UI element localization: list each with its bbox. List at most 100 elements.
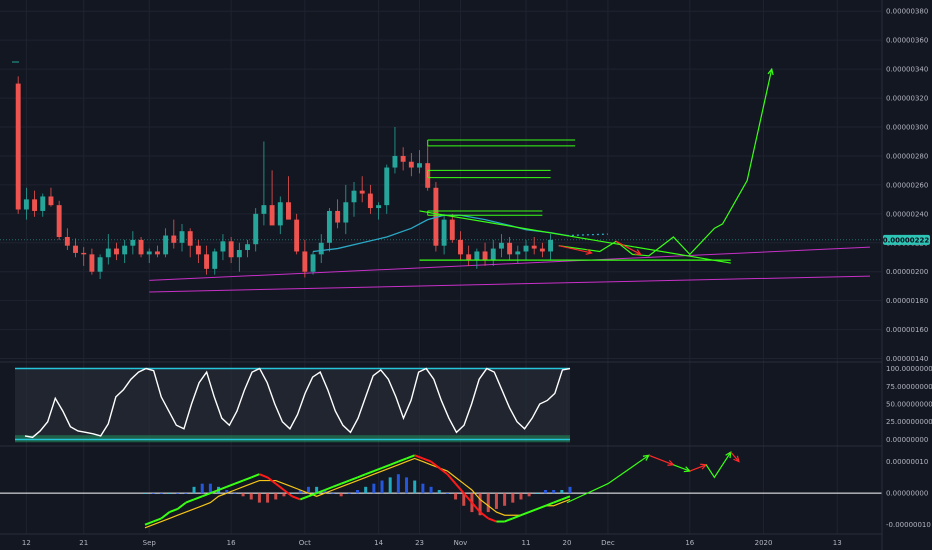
candle-body (466, 254, 472, 261)
macd-histogram-bar (192, 486, 196, 494)
macd-tick-label: -0.00000010 (886, 521, 931, 529)
candle-body (376, 205, 382, 209)
candle-body (130, 239, 136, 246)
macd-histogram-bar (527, 493, 531, 497)
macd-line-segment (242, 476, 252, 482)
candle-body (64, 236, 70, 246)
macd-line-segment (144, 520, 154, 526)
candle-body (195, 245, 201, 255)
macd-projection-green (705, 451, 732, 479)
price-tick-label: 0.00000260 (886, 181, 928, 189)
macd-line-segment (479, 511, 489, 520)
price-tick-label: 0.00000280 (886, 152, 928, 160)
macd-histogram-bar (445, 493, 449, 494)
macd-tick-label: 0.00000010 (886, 458, 928, 466)
macd-line-segment (210, 489, 219, 495)
axis-layer: 0.00000380 0.00000360 0.00000340 0.00000320… (22, 8, 932, 547)
macd-histogram-bar (454, 493, 458, 500)
time-tick-label: Sep (143, 539, 157, 547)
candle-body (449, 219, 455, 240)
macd-histogram-bar (249, 493, 253, 500)
macd-histogram-bar (503, 493, 507, 506)
macd-line-segment (406, 454, 416, 460)
candle-body (343, 202, 349, 223)
macd-line-segment (398, 457, 407, 463)
time-tick-label: 20 (562, 539, 571, 547)
macd-histogram-bar (552, 490, 556, 494)
macd-histogram-bar (560, 490, 564, 494)
macd-line-segment (553, 498, 563, 504)
macd-histogram-bar (233, 493, 237, 494)
macd-line-segment (373, 466, 383, 473)
candle-body (498, 242, 504, 249)
macd-line-segment (422, 457, 432, 463)
candle-body (539, 248, 545, 252)
candle-body (212, 251, 218, 269)
candle-body (122, 245, 128, 255)
macd-histogram-bar (208, 483, 212, 494)
macd-histogram-bar (257, 493, 261, 503)
macd-histogram-bar (200, 483, 204, 494)
macd-line-segment (185, 498, 195, 504)
candle-body (48, 196, 54, 206)
last-price-badge-bg (883, 234, 930, 245)
projection-arrow-red (558, 245, 592, 254)
macd-histogram-bar (478, 493, 482, 516)
candle-body (146, 251, 152, 255)
candle-body (269, 205, 275, 226)
macd-projection-red-head (733, 455, 740, 463)
stochastic-tick-label: 75.00000000 (886, 383, 932, 391)
candle-body (515, 251, 521, 255)
projection-arrow-red-head (585, 248, 593, 255)
macd-histogram-bar (168, 493, 172, 494)
price-tick-label: 0.00000360 (886, 37, 928, 45)
macd-line-segment (487, 517, 497, 523)
candle-body (392, 155, 398, 168)
macd-panel (0, 450, 882, 529)
candle-body (474, 251, 480, 261)
macd-histogram-bar (323, 490, 327, 494)
time-tick-label: 16 (685, 539, 694, 547)
candle-body (228, 241, 234, 258)
time-tick-label: Dec (601, 539, 615, 547)
macd-line-segment (381, 463, 391, 469)
macd-histogram-bar (347, 493, 351, 494)
time-tick-label: 23 (415, 539, 424, 547)
macd-line-segment (520, 511, 530, 517)
candle-body (245, 244, 250, 251)
macd-line-segment (218, 485, 228, 491)
candle-body (277, 202, 283, 226)
macd-histogram-bar (143, 493, 147, 494)
macd-line-segment (348, 476, 358, 482)
macd-histogram-bar (356, 490, 359, 494)
candle-body (367, 193, 373, 209)
candle-body (105, 248, 111, 258)
candle-body (433, 187, 439, 246)
macd-line-segment (283, 489, 293, 498)
candle-body (335, 210, 341, 223)
macd-histogram-bar (184, 493, 188, 494)
candle-body (490, 248, 496, 261)
candle-body (417, 163, 422, 168)
time-tick-label: 13 (833, 539, 842, 547)
projection-arrow-green (558, 68, 773, 257)
candle-body (97, 257, 103, 272)
macd-line-segment (504, 517, 514, 523)
macd-histogram-bar (266, 493, 270, 503)
macd-histogram-bar (176, 493, 180, 494)
macd-line-segment (438, 467, 449, 476)
macd-line-segment (561, 495, 571, 501)
macd-line-segment (160, 511, 171, 520)
macd-line-segment (332, 482, 342, 488)
candle-body (359, 190, 365, 194)
candle-body (261, 205, 267, 214)
macd-histogram-bar (298, 490, 302, 494)
macd-histogram-bar (364, 486, 368, 494)
last-price-value: 0.00000222 (883, 236, 930, 244)
macd-line-segment (528, 507, 538, 514)
macd-line-segment (340, 479, 350, 485)
macd-line-segment (545, 501, 555, 507)
